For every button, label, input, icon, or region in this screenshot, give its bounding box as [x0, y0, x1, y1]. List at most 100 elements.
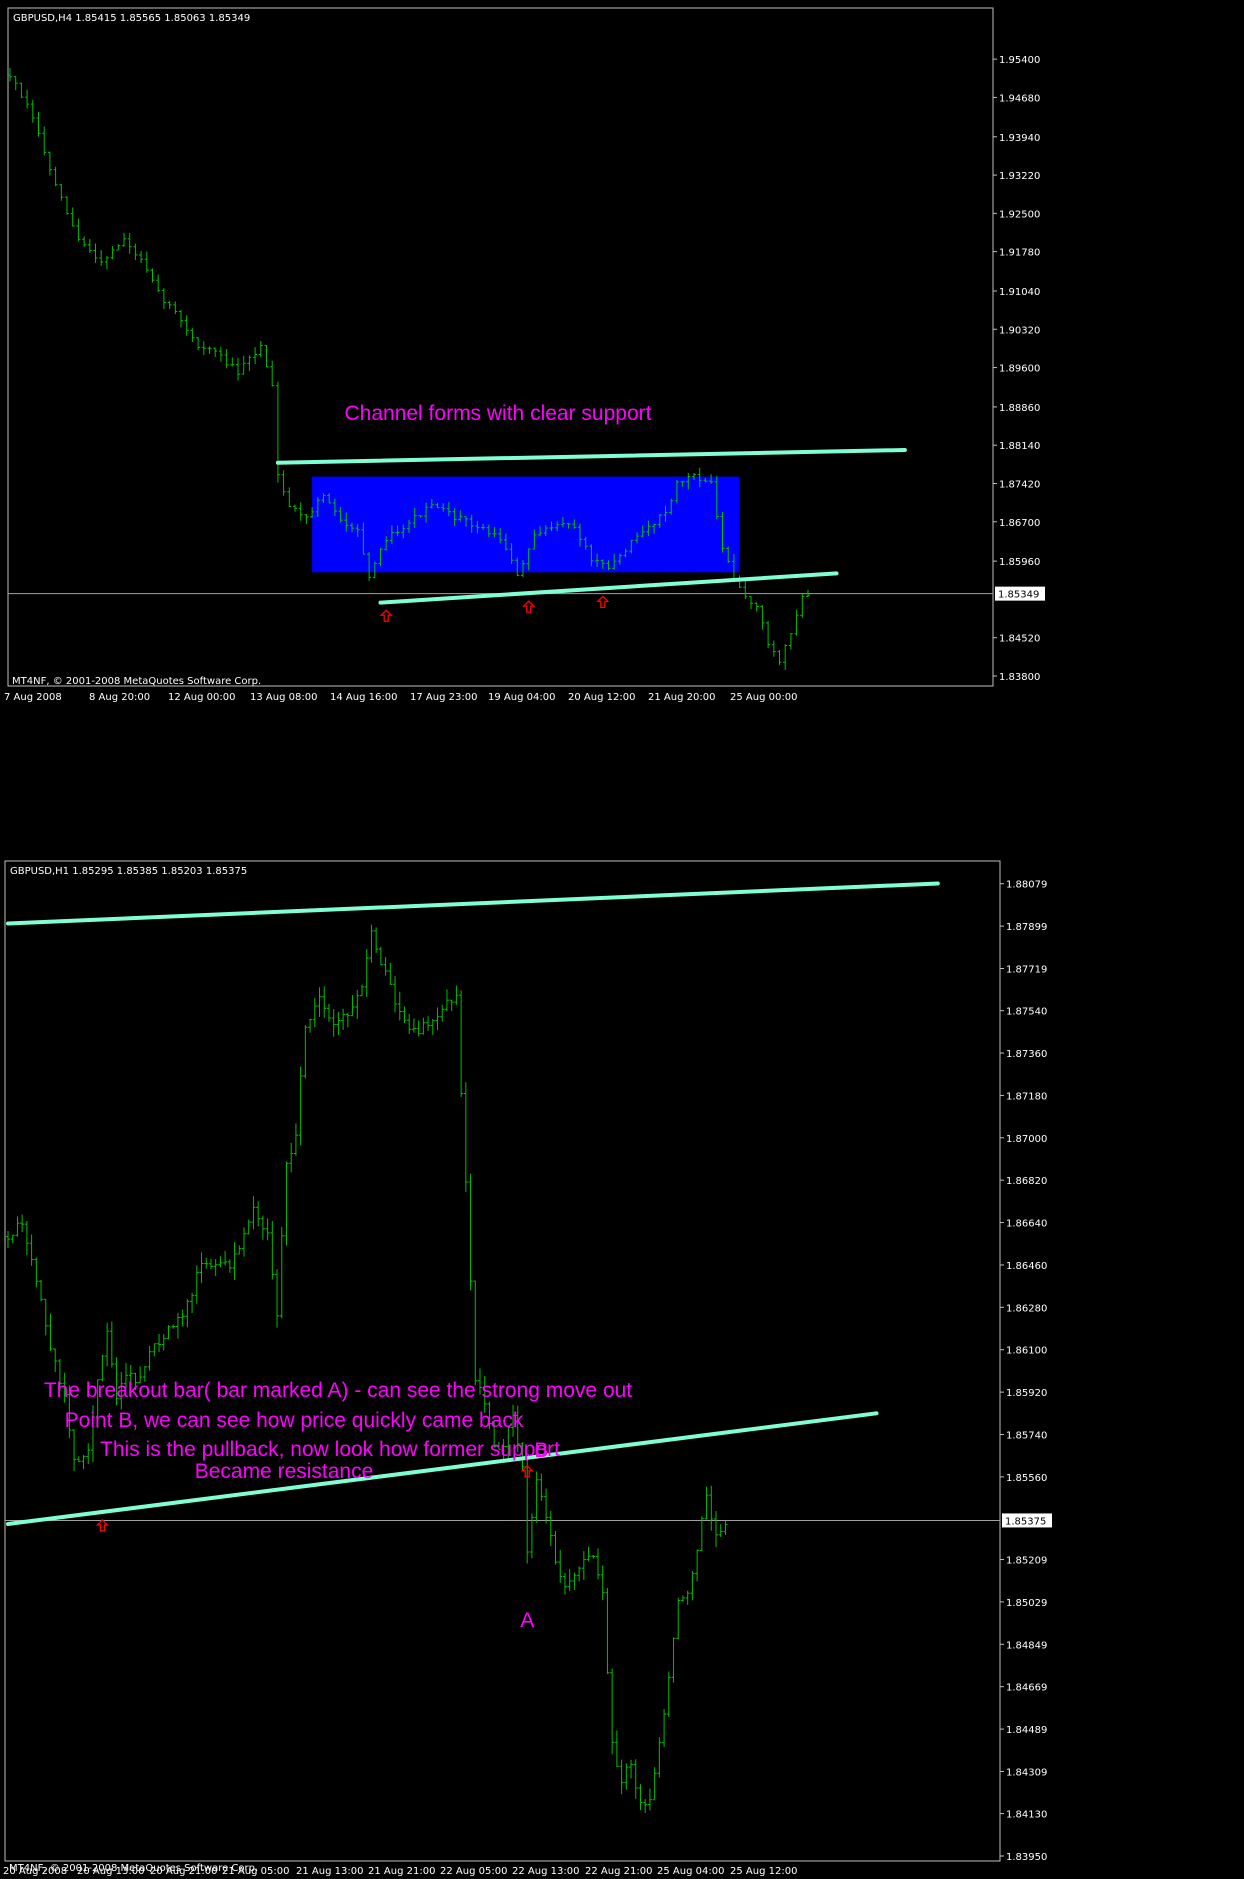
x-tick-label: 21 Aug 20:00	[648, 692, 715, 703]
ohlc-bar	[13, 76, 18, 90]
ohlc-bar	[402, 1006, 407, 1023]
y-tick-label: 1.84849	[1006, 1640, 1047, 1651]
ohlc-bar	[53, 166, 58, 187]
ohlc-bar	[532, 529, 537, 550]
ohlc-bar	[600, 559, 605, 569]
ohlc-bar	[652, 1767, 657, 1801]
ohlc-bar	[62, 1372, 67, 1403]
ohlc-bar	[800, 593, 805, 618]
ohlc-bar	[478, 1368, 482, 1395]
y-tick-label: 1.83950	[1006, 1852, 1047, 1863]
ohlc-bar	[703, 477, 708, 483]
ohlc-bar	[657, 1737, 662, 1778]
ohlc-bar	[771, 640, 776, 657]
ohlc-bar	[407, 519, 411, 534]
y-tick-label: 1.90320	[999, 325, 1040, 336]
ohlc-bar	[424, 502, 429, 523]
ohlc-bar	[180, 1309, 185, 1327]
x-tick-label: 22 Aug 21:00	[585, 1866, 652, 1877]
x-tick-label: 13 Aug 08:00	[250, 692, 317, 703]
ohlc-bar	[128, 1364, 133, 1385]
copyright-text: MT4NF, © 2001-2008 MetaQuotes Software C…	[12, 676, 261, 687]
ohlc-bar	[218, 1256, 223, 1268]
ohlc-bar	[166, 1325, 171, 1340]
ohlc-bar	[578, 523, 582, 547]
ohlc-bar	[572, 1572, 577, 1590]
ohlc-bar	[692, 472, 696, 481]
ohlc-bar	[606, 560, 611, 570]
ohlc-bar	[156, 274, 161, 293]
ohlc-bar	[737, 575, 742, 589]
ohlc-bar	[562, 1572, 567, 1595]
ohlc-bar	[256, 1201, 261, 1227]
ohlc-bar	[208, 1258, 213, 1270]
ohlc-bar	[95, 1379, 100, 1428]
ohlc-bar	[298, 1066, 303, 1146]
y-tick-label: 1.93220	[999, 171, 1040, 182]
ohlc-bar	[468, 1173, 473, 1291]
ohlc-bar	[34, 1257, 39, 1288]
ohlc-bar	[281, 470, 286, 496]
x-tick-label: 8 Aug 20:00	[89, 692, 150, 703]
current-price-box	[1002, 1513, 1052, 1528]
annotation-text: Point B, we can see how price quickly ca…	[65, 1409, 524, 1432]
ohlc-bar	[640, 525, 645, 538]
trendline	[6, 881, 940, 926]
x-tick-label: 20 Aug 13:00	[77, 1866, 144, 1877]
y-tick-label: 1.86100	[1006, 1346, 1047, 1357]
x-tick-label: 7 Aug 2008	[4, 692, 62, 703]
up-arrow-icon	[522, 600, 536, 613]
ohlc-bar	[369, 924, 374, 963]
ohlc-bar	[336, 1011, 341, 1036]
ohlc-bar	[421, 1017, 426, 1035]
y-tick-label: 1.85029	[1006, 1598, 1047, 1609]
x-tick-label: 25 Aug 12:00	[730, 1866, 797, 1877]
ohlc-bar	[116, 244, 121, 251]
ohlc-bar	[138, 1366, 143, 1384]
ohlc-bar	[558, 1549, 563, 1583]
ohlc-bar	[395, 525, 400, 537]
ohlc-bar	[492, 1422, 497, 1448]
ohlc-bar	[67, 1385, 72, 1439]
ohlc-bar	[367, 552, 372, 581]
ohlc-bar	[82, 236, 87, 248]
ohlc-bar	[304, 513, 309, 525]
ohlc-bar	[19, 82, 24, 98]
ohlc-bar	[680, 1595, 685, 1602]
x-tick-label: 17 Aug 23:00	[410, 692, 477, 703]
ohlc-bar	[167, 300, 172, 309]
channel-rectangle	[312, 476, 740, 573]
ohlc-bar	[393, 976, 398, 1013]
ohlc-bar	[766, 620, 771, 648]
ohlc-bar	[548, 1510, 553, 1546]
ohlc-bar	[643, 1799, 648, 1813]
annotation-text: Became resistance	[195, 1460, 374, 1483]
ohlc-bar	[39, 1279, 44, 1302]
ohlc-bar	[270, 360, 275, 387]
x-tick-label: 21 Aug 05:00	[222, 1866, 289, 1877]
ohlc-bar	[383, 957, 388, 976]
ohlc-bar	[72, 1429, 77, 1471]
y-tick-label: 1.85920	[1006, 1388, 1047, 1399]
ohlc-bar	[317, 987, 322, 1017]
ohlc-bar	[498, 528, 503, 544]
ohlc-bar	[418, 515, 423, 518]
ohlc-bar	[760, 605, 765, 630]
ohlc-bar	[714, 1511, 718, 1548]
ohlc-bar	[190, 1292, 195, 1314]
ohlc-bar	[279, 1227, 284, 1319]
ohlc-bar	[247, 355, 252, 372]
ohlc-bar	[361, 522, 366, 555]
ohlc-bar	[806, 589, 810, 598]
ohlc-bar	[8, 67, 12, 82]
ohlc-bar	[539, 1473, 544, 1502]
h4-chart-panel: GBPUSD,H4 1.85415 1.85565 1.85063 1.8534…	[4, 7, 1045, 703]
ohlc-bar	[723, 1520, 728, 1536]
y-tick-label: 1.85209	[1006, 1556, 1047, 1567]
ohlc-bar	[567, 1569, 572, 1591]
ohlc-bar	[275, 1269, 280, 1328]
current-price-label: 1.85375	[1005, 1516, 1046, 1527]
y-tick-label: 1.86700	[999, 518, 1040, 529]
ohlc-bar	[496, 1442, 501, 1450]
